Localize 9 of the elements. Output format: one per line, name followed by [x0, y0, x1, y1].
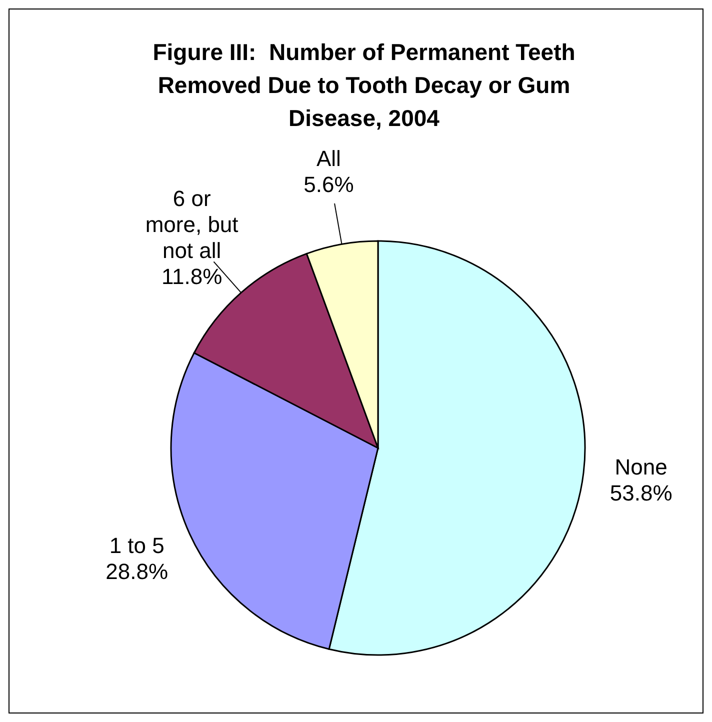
- data-label: 28.8%: [106, 558, 168, 584]
- slice-label: 6 or more, but not all: [145, 186, 238, 263]
- data-label: 53.8%: [610, 480, 672, 506]
- data-label: 11.8%: [161, 264, 222, 289]
- slice-label: 1 to 5: [109, 532, 164, 558]
- chart-title: Figure III: Number of Permanent Teeth Removed Due to Tooth Decay or Gum Disease, 2004: [152, 39, 576, 131]
- slice-label: None: [614, 454, 668, 480]
- slice-label: All: [316, 146, 341, 171]
- data-label: 5.6%: [304, 172, 354, 197]
